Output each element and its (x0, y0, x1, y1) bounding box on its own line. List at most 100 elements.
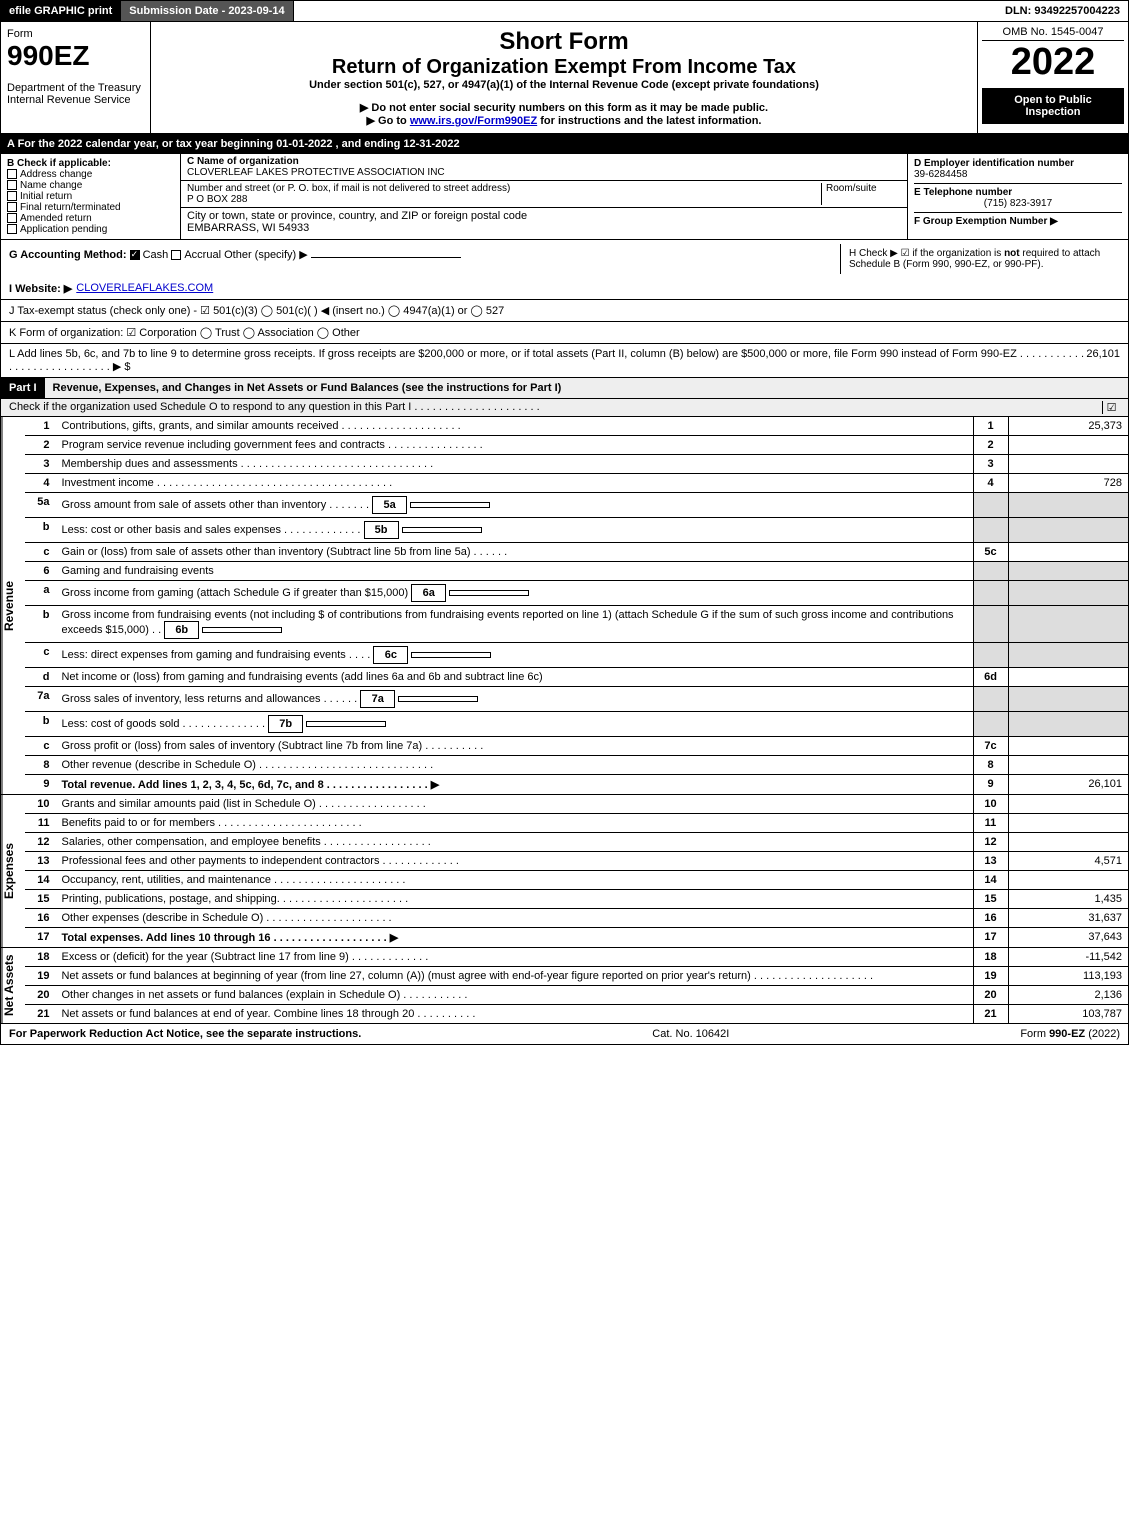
line-3: 3Membership dues and assessments . . . .… (25, 455, 1128, 474)
gross-receipts: 26,101 (1086, 348, 1120, 373)
check-pending[interactable]: Application pending (7, 224, 174, 235)
page-footer: For Paperwork Reduction Act Notice, see … (0, 1024, 1129, 1045)
irs-link[interactable]: www.irs.gov/Form990EZ (410, 115, 537, 127)
dln: DLN: 93492257004223 (997, 1, 1128, 21)
form-label: Form (7, 28, 144, 40)
netassets-table: 18Excess or (deficit) for the year (Subt… (25, 948, 1128, 1023)
line-6c: cLess: direct expenses from gaming and f… (25, 643, 1128, 668)
line-1: 1Contributions, gifts, grants, and simil… (25, 417, 1128, 436)
subtitle: Under section 501(c), 527, or 4947(a)(1)… (157, 79, 971, 91)
check-amended[interactable]: Amended return (7, 213, 174, 224)
d-label: D Employer identification number (914, 158, 1074, 169)
part1-label: Part I (1, 378, 45, 398)
row-g-h: G Accounting Method: Cash Accrual Other … (1, 240, 1128, 278)
expenses-table: 10Grants and similar amounts paid (list … (25, 795, 1128, 947)
netassets-vlabel: Net Assets (1, 948, 25, 1023)
section-b-label: B Check if applicable: (7, 158, 174, 169)
header-right: OMB No. 1545-0047 2022 Open to Public In… (978, 22, 1128, 133)
check-name[interactable]: Name change (7, 180, 174, 191)
ssn-note: ▶ Do not enter social security numbers o… (157, 101, 971, 114)
irs-label: Internal Revenue Service (7, 94, 144, 106)
line-10: 10Grants and similar amounts paid (list … (25, 795, 1128, 814)
footer-left: For Paperwork Reduction Act Notice, see … (9, 1028, 361, 1040)
tax-year: 2022 (982, 41, 1124, 84)
part1-title: Revenue, Expenses, and Changes in Net As… (45, 379, 570, 397)
dept-treasury: Department of the Treasury (7, 82, 144, 94)
return-title: Return of Organization Exempt From Incom… (157, 56, 971, 79)
section-d: D Employer identification number 39-6284… (908, 154, 1128, 239)
line-11: 11Benefits paid to or for members . . . … (25, 814, 1128, 833)
f-label: F Group Exemption Number ▶ (914, 216, 1058, 227)
check-cash[interactable] (130, 250, 140, 260)
header-center: Short Form Return of Organization Exempt… (151, 22, 978, 133)
line-5a: 5aGross amount from sale of assets other… (25, 493, 1128, 518)
line-5b: bLess: cost or other basis and sales exp… (25, 518, 1128, 543)
form-number: 990EZ (7, 40, 144, 72)
line-16: 16Other expenses (describe in Schedule O… (25, 909, 1128, 928)
check-accrual[interactable] (171, 250, 181, 260)
line-12: 12Salaries, other compensation, and empl… (25, 833, 1128, 852)
org-name: CLOVERLEAF LAKES PROTECTIVE ASSOCIATION … (187, 167, 445, 178)
expenses-vlabel: Expenses (1, 795, 25, 947)
e-label: E Telephone number (914, 187, 1012, 198)
g-label: G Accounting Method: (9, 249, 127, 261)
other-specify: Other (specify) ▶ (224, 249, 308, 261)
line-13: 13Professional fees and other payments t… (25, 852, 1128, 871)
efile-print-button[interactable]: efile GRAPHIC print (1, 1, 121, 21)
sections-bcd: B Check if applicable: Address change Na… (0, 154, 1129, 240)
part1-check-line: Check if the organization used Schedule … (9, 401, 1102, 414)
line-2: 2Program service revenue including gover… (25, 436, 1128, 455)
line-9: 9Total revenue. Add lines 1, 2, 3, 4, 5c… (25, 775, 1128, 795)
revenue-vlabel: Revenue (1, 417, 25, 794)
expenses-section: Expenses 10Grants and similar amounts pa… (0, 795, 1129, 948)
line-21: 21Net assets or fund balances at end of … (25, 1005, 1128, 1024)
row-i: I Website: ▶ CLOVERLEAFLAKES.COM (1, 278, 1128, 300)
open-to-public: Open to Public Inspection (982, 88, 1124, 124)
part1-header: Part I Revenue, Expenses, and Changes in… (0, 378, 1129, 417)
submission-date: Submission Date - 2023-09-14 (121, 1, 293, 21)
ein: 39-6284458 (914, 169, 967, 180)
line-18: 18Excess or (deficit) for the year (Subt… (25, 948, 1128, 967)
line-4: 4Investment income . . . . . . . . . . .… (25, 474, 1128, 493)
check-address[interactable]: Address change (7, 169, 174, 180)
footer-cat: Cat. No. 10642I (652, 1028, 729, 1040)
netassets-section: Net Assets 18Excess or (deficit) for the… (0, 948, 1129, 1024)
info-rows: G Accounting Method: Cash Accrual Other … (0, 240, 1129, 378)
line-5c: cGain or (loss) from sale of assets othe… (25, 543, 1128, 562)
form-header: Form 990EZ Department of the Treasury In… (0, 22, 1129, 134)
section-c: C Name of organization CLOVERLEAF LAKES … (181, 154, 908, 239)
section-a: A For the 2022 calendar year, or tax yea… (0, 134, 1129, 154)
org-city: EMBARRASS, WI 54933 (187, 222, 309, 234)
org-street: P O BOX 288 (187, 194, 247, 205)
check-initial[interactable]: Initial return (7, 191, 174, 202)
i-label: I Website: ▶ (9, 282, 72, 295)
line-6d: dNet income or (loss) from gaming and fu… (25, 668, 1128, 687)
c-name-label: C Name of organization (187, 156, 299, 167)
c-street-label: Number and street (or P. O. box, if mail… (187, 183, 510, 194)
revenue-section: Revenue 1Contributions, gifts, grants, a… (0, 417, 1129, 795)
footer-right: Form 990-EZ (2022) (1020, 1028, 1120, 1040)
line-8: 8Other revenue (describe in Schedule O) … (25, 756, 1128, 775)
header-left: Form 990EZ Department of the Treasury In… (1, 22, 151, 133)
line-7a: 7aGross sales of inventory, less returns… (25, 687, 1128, 712)
line-20: 20Other changes in net assets or fund ba… (25, 986, 1128, 1005)
line-6: 6Gaming and fundraising events (25, 562, 1128, 581)
goto-note: ▶ Go to www.irs.gov/Form990EZ for instru… (157, 114, 971, 127)
omb-number: OMB No. 1545-0047 (982, 26, 1124, 41)
revenue-table: 1Contributions, gifts, grants, and simil… (25, 417, 1128, 794)
top-bar: efile GRAPHIC print Submission Date - 20… (0, 0, 1129, 22)
line-14: 14Occupancy, rent, utilities, and mainte… (25, 871, 1128, 890)
room-suite-label: Room/suite (821, 183, 901, 205)
line-17: 17Total expenses. Add lines 10 through 1… (25, 928, 1128, 948)
part1-check-mark[interactable]: ☑ (1102, 401, 1120, 414)
line-7c: cGross profit or (loss) from sales of in… (25, 737, 1128, 756)
line-15: 15Printing, publications, postage, and s… (25, 890, 1128, 909)
row-j: J Tax-exempt status (check only one) - ☑… (1, 300, 1128, 322)
section-b: B Check if applicable: Address change Na… (1, 154, 181, 239)
check-final[interactable]: Final return/terminated (7, 202, 174, 213)
row-l: L Add lines 5b, 6c, and 7b to line 9 to … (1, 344, 1128, 377)
website-link[interactable]: CLOVERLEAFLAKES.COM (76, 282, 213, 295)
short-form-title: Short Form (157, 28, 971, 56)
c-city-label: City or town, state or province, country… (187, 210, 527, 222)
line-7b: bLess: cost of goods sold . . . . . . . … (25, 712, 1128, 737)
